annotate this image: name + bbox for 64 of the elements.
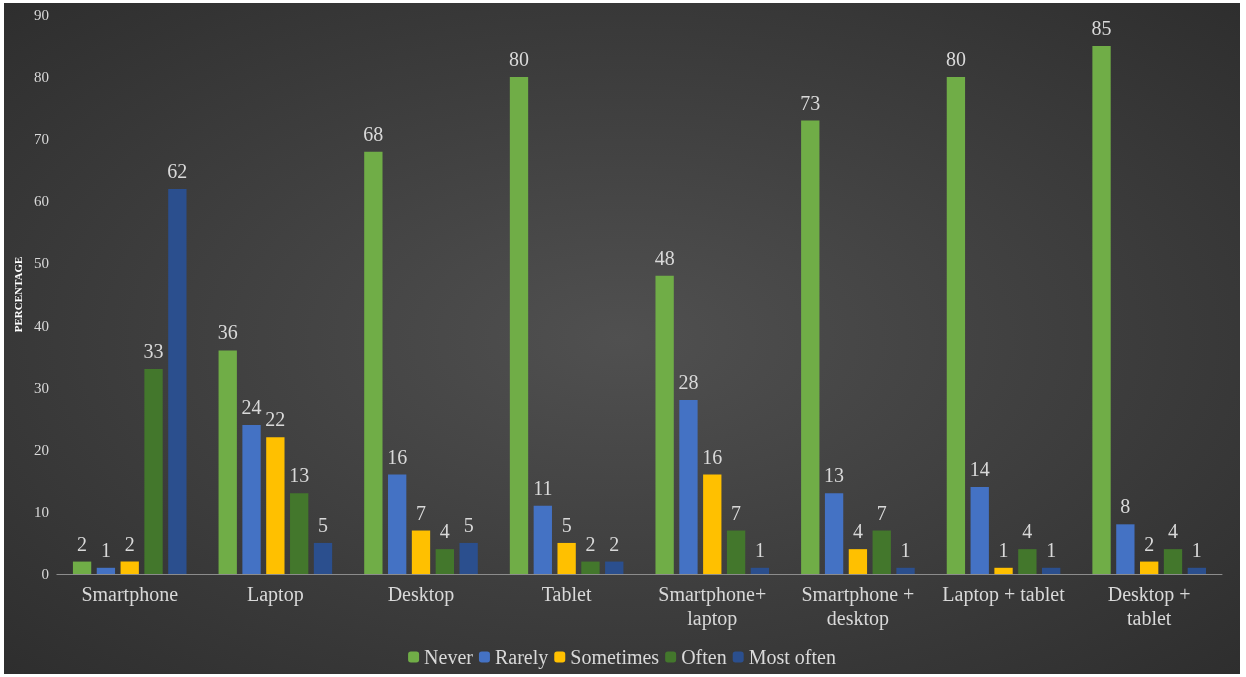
legend-label: Most often xyxy=(748,646,836,668)
data-label: 2 xyxy=(585,532,596,555)
data-label: 4 xyxy=(1022,520,1033,543)
data-label: 68 xyxy=(363,122,384,145)
data-label: 85 xyxy=(1091,17,1112,40)
data-label: 16 xyxy=(702,445,723,468)
data-label: 33 xyxy=(143,340,164,363)
data-label: 4 xyxy=(1168,520,1178,543)
data-label: 16 xyxy=(387,445,408,468)
data-label: 80 xyxy=(508,48,529,71)
legend-label: Rarely xyxy=(494,646,549,669)
data-label: 80 xyxy=(945,48,966,71)
data-label: 22 xyxy=(265,408,286,431)
data-label: 1 xyxy=(100,538,111,561)
data-label: 13 xyxy=(824,464,845,487)
legend-label: Never xyxy=(424,646,474,668)
data-label: 2 xyxy=(1144,532,1155,555)
data-label: 11 xyxy=(533,476,553,499)
x-tick-label: Desktop xyxy=(387,583,455,606)
data-label: 8 xyxy=(1120,495,1131,518)
y-tick-label: 90 xyxy=(33,7,49,23)
data-label: 2 xyxy=(124,532,135,555)
data-label: 4 xyxy=(439,520,450,543)
x-tick-label: Desktop + tablet xyxy=(1107,583,1191,629)
y-tick-label: 80 xyxy=(33,69,49,86)
data-label: 24 xyxy=(241,395,262,418)
y-axis-title: PERCENTAGE xyxy=(11,256,24,333)
data-label: 73 xyxy=(800,91,821,114)
data-label: 5 xyxy=(317,513,328,536)
data-label: 36 xyxy=(217,321,238,344)
y-tick-label: 50 xyxy=(33,255,49,272)
data-label: 48 xyxy=(654,246,675,269)
data-label: 13 xyxy=(289,464,310,487)
data-label: 7 xyxy=(876,501,887,524)
data-label: 1 xyxy=(754,538,765,561)
data-label: 14 xyxy=(969,458,990,481)
data-label: 4 xyxy=(852,520,863,543)
legend-label: Often xyxy=(681,646,727,668)
data-label: 62 xyxy=(167,159,188,182)
y-tick-label: 60 xyxy=(33,193,49,210)
data-label: 1 xyxy=(900,538,911,561)
x-tick-label: Laptop + tablet xyxy=(942,583,1066,606)
y-tick-label: 30 xyxy=(33,379,49,396)
x-tick-label: Smartphone xyxy=(81,583,179,606)
y-tick-label: 10 xyxy=(33,503,49,520)
x-tick-label: Tablet xyxy=(541,583,592,605)
x-tick-label: Smartphone + desktop xyxy=(801,583,915,630)
y-tick-label: 0 xyxy=(41,566,49,582)
data-label: 1 xyxy=(1046,538,1057,561)
legend-label: Sometimes xyxy=(570,646,660,668)
data-label: 2 xyxy=(609,532,620,555)
data-label: 5 xyxy=(561,513,572,536)
data-label: 1 xyxy=(1191,538,1202,561)
data-label: 5 xyxy=(463,513,474,536)
y-tick-label: 20 xyxy=(33,441,49,458)
x-tick-label: Smartphone+ laptop xyxy=(658,583,767,630)
y-tick-label: 70 xyxy=(33,131,49,148)
x-tick-label: Laptop xyxy=(247,583,304,606)
data-label: 2 xyxy=(77,532,88,555)
data-label: 7 xyxy=(415,501,426,524)
data-label: 28 xyxy=(678,371,699,394)
data-label: 1 xyxy=(998,538,1009,561)
data-label: 7 xyxy=(731,501,742,524)
y-tick-label: 40 xyxy=(33,317,49,334)
